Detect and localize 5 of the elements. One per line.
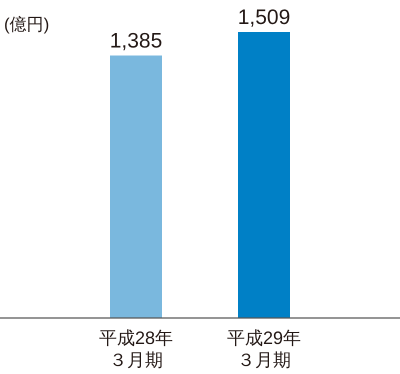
data-label: 1,509 bbox=[238, 6, 290, 29]
x-tick-label: 平成29年３月期 bbox=[226, 328, 302, 370]
y-axis-title: (億円) bbox=[4, 15, 50, 34]
data-label: 1,385 bbox=[110, 30, 162, 52]
x-tick-label: 平成28年３月期 bbox=[98, 328, 174, 370]
